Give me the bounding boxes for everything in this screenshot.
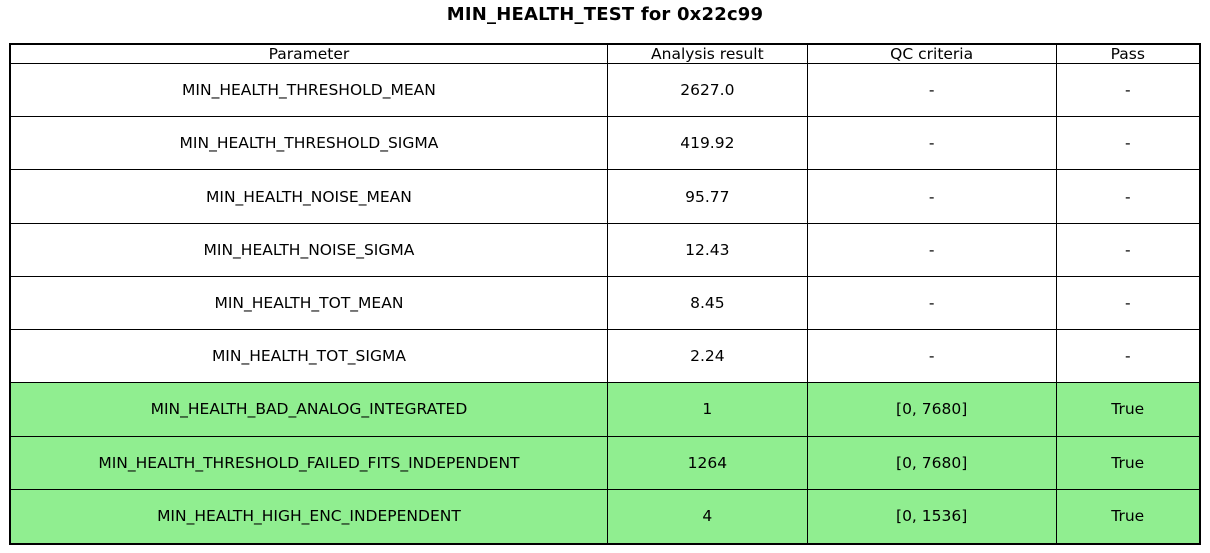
- cell-qc-criteria: -: [806, 275, 1057, 331]
- table-header: Parameter Analysis result QC criteria Pass: [9, 43, 1201, 64]
- table-row: MIN_HEALTH_NOISE_SIGMA 12.43- -: [9, 222, 1201, 277]
- cell-analysis-result: 1: [606, 382, 808, 437]
- cell-qc-criteria: -: [806, 222, 1057, 277]
- cell-pass: -: [1055, 275, 1201, 331]
- table-row: MIN_HEALTH_NOISE_MEAN 95.77- -: [9, 169, 1201, 224]
- cell-qc-criteria: -: [806, 329, 1057, 384]
- column-header-pass: Pass: [1055, 43, 1201, 64]
- cell-analysis-result: 2.24: [606, 329, 808, 384]
- cell-analysis-result: 4: [606, 488, 808, 545]
- cell-parameter: MIN_HEALTH_NOISE_SIGMA: [9, 222, 608, 277]
- cell-qc-criteria: [0, 7680]: [806, 382, 1057, 437]
- column-header-parameter: Parameter: [9, 43, 608, 64]
- cell-parameter: MIN_HEALTH_TOT_SIGMA: [9, 329, 608, 384]
- cell-qc-criteria: -: [806, 169, 1057, 224]
- table-row: MIN_HEALTH_THRESHOLD_FAILED_FITS_INDEPEN…: [9, 435, 1201, 490]
- cell-parameter: MIN_HEALTH_BAD_ANALOG_INTEGRATED: [9, 382, 608, 437]
- cell-pass: True: [1055, 435, 1201, 490]
- table-row: MIN_HEALTH_HIGH_ENC_INDEPENDENT 4 [0, 1536…: [9, 488, 1201, 545]
- cell-pass: -: [1055, 169, 1201, 224]
- table-row: MIN_HEALTH_TOT_MEAN 8.45- -: [9, 275, 1201, 331]
- cell-analysis-result: 12.43: [606, 222, 808, 277]
- cell-analysis-result: 419.92: [606, 116, 808, 171]
- cell-parameter: MIN_HEALTH_NOISE_MEAN: [9, 169, 608, 224]
- column-header-analysis-result: Analysis result: [606, 43, 808, 64]
- cell-parameter: MIN_HEALTH_THRESHOLD_SIGMA: [9, 116, 608, 171]
- cell-qc-criteria: -: [806, 116, 1057, 171]
- cell-qc-criteria: [0, 7680]: [806, 435, 1057, 490]
- cell-analysis-result: 2627.0: [606, 62, 808, 118]
- cell-parameter: MIN_HEALTH_TOT_MEAN: [9, 275, 608, 331]
- table-row: MIN_HEALTH_TOT_SIGMA 2.24- -: [9, 329, 1201, 384]
- table-row: MIN_HEALTH_THRESHOLD_SIGMA 419.92- -: [9, 116, 1201, 171]
- cell-pass: -: [1055, 62, 1201, 118]
- cell-parameter: MIN_HEALTH_THRESHOLD_MEAN: [9, 62, 608, 118]
- cell-pass: -: [1055, 329, 1201, 384]
- cell-parameter: MIN_HEALTH_THRESHOLD_FAILED_FITS_INDEPEN…: [9, 435, 608, 490]
- cell-qc-criteria: -: [806, 62, 1057, 118]
- cell-analysis-result: 95.77: [606, 169, 808, 224]
- cell-qc-criteria: [0, 1536]: [806, 488, 1057, 545]
- cell-pass: True: [1055, 488, 1201, 545]
- cell-parameter: MIN_HEALTH_HIGH_ENC_INDEPENDENT: [9, 488, 608, 545]
- cell-pass: -: [1055, 222, 1201, 277]
- figure-title: MIN_HEALTH_TEST for 0x22c99: [446, 4, 764, 25]
- table-header-row: Parameter Analysis result QC criteria Pass: [9, 43, 1201, 64]
- cell-analysis-result: 1264: [606, 435, 808, 490]
- qc-results-table: Parameter Analysis result QC criteria Pass …: [9, 43, 1201, 545]
- cell-pass: True: [1055, 382, 1201, 437]
- table-row: MIN_HEALTH_THRESHOLD_MEAN 2627.0- -: [9, 62, 1201, 118]
- table-row: MIN_HEALTH_BAD_ANALOG_INTEGRATED 1 [0, 768…: [9, 382, 1201, 437]
- cell-analysis-result: 8.45: [606, 275, 808, 331]
- cell-pass: -: [1055, 116, 1201, 171]
- table-body: MIN_HEALTH_THRESHOLD_MEAN 2627.0- - MIN_HEA…: [9, 62, 1201, 545]
- column-header-qc-criteria: QC criteria: [806, 43, 1057, 64]
